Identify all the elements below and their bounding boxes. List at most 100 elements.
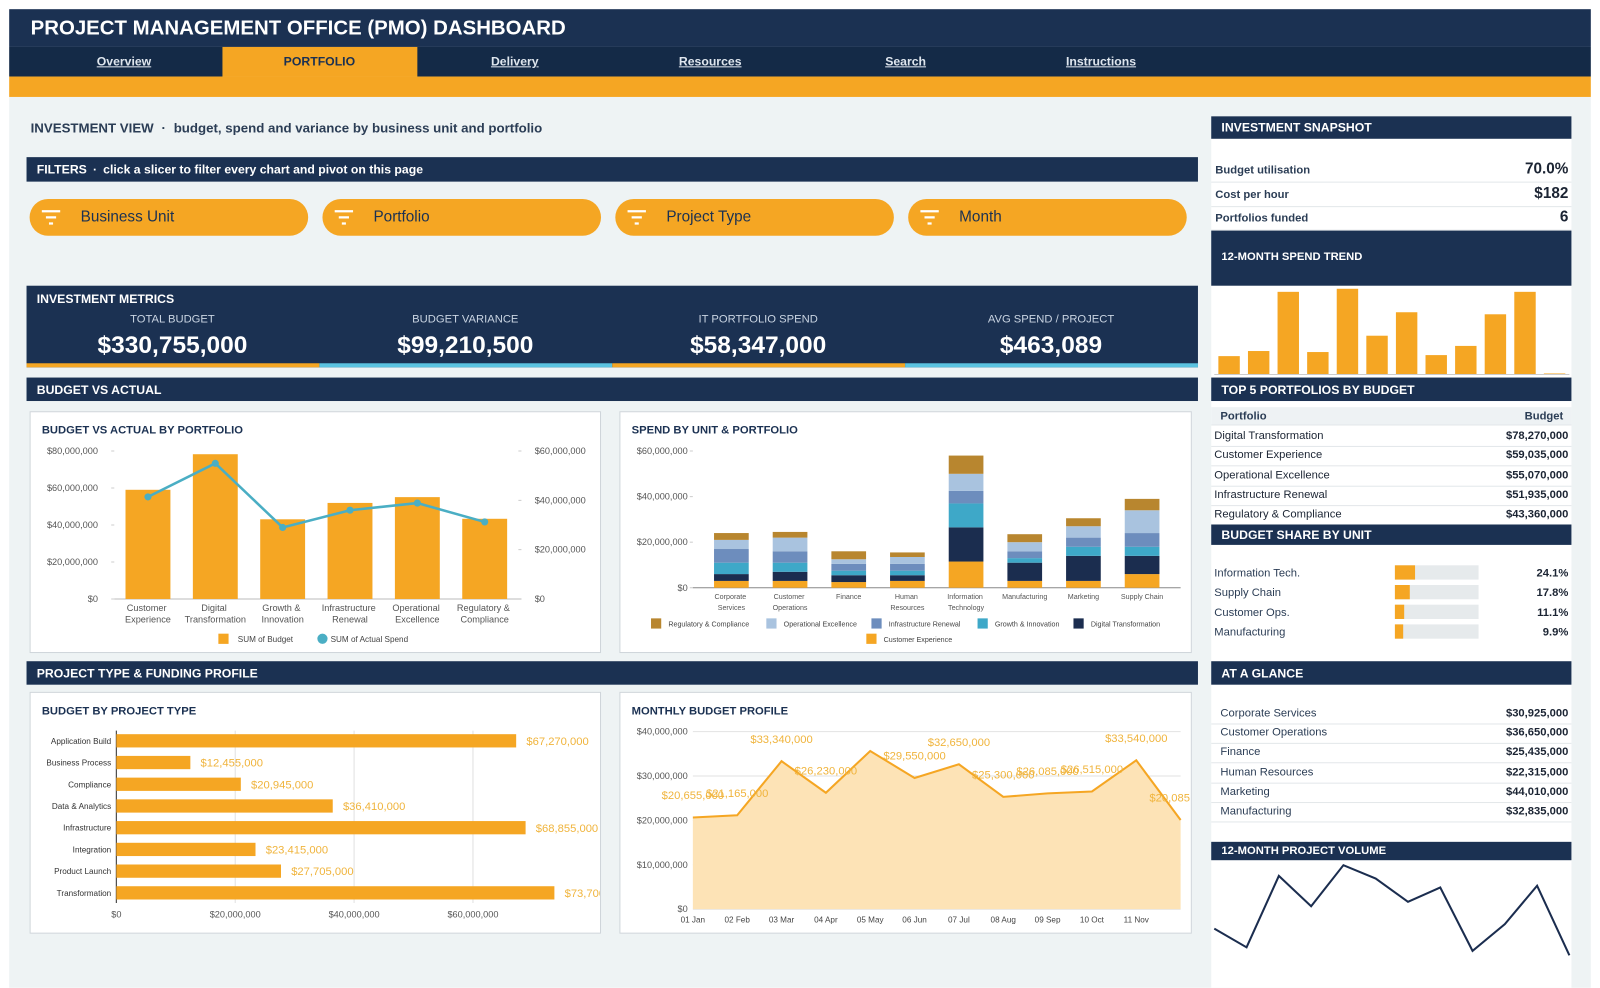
- bar: [1277, 291, 1299, 375]
- bar-segment: [1066, 537, 1101, 547]
- cell: Human Resources: [1220, 765, 1314, 779]
- accent-strip: [9, 76, 1591, 97]
- cell: Manufacturing: [1220, 805, 1292, 818]
- legend-swatch: [866, 633, 877, 644]
- x-tick-label: 08 Aug: [991, 915, 1017, 924]
- data-label: $12,455,000: [201, 758, 263, 770]
- cell: $78,270,000: [1505, 429, 1569, 442]
- y-tick-label: $60,000,000: [637, 446, 688, 456]
- slicer[interactable]: Business Unit: [29, 198, 309, 236]
- section-header: 12-MONTH SPEND TREND: [1211, 230, 1572, 286]
- bar-segment: [890, 570, 925, 576]
- x-tick-label: Supply Chain: [1121, 593, 1163, 601]
- metric-label: IT PORTFOLIO SPEND: [698, 313, 818, 326]
- x-tick-label: $20,000,000: [210, 909, 261, 919]
- bar: [1455, 345, 1477, 375]
- nav-tab[interactable]: Resources: [678, 54, 742, 69]
- slicer[interactable]: Portfolio: [322, 198, 602, 236]
- column-header: Portfolio: [1220, 410, 1267, 423]
- table-row: Customer Experience $59,035,000: [1211, 446, 1572, 467]
- at-a-glance-list: Corporate Services $30,925,000 Customer Op…: [1211, 704, 1572, 826]
- legend-swatch: [977, 618, 988, 629]
- legend-swatch: [218, 633, 229, 644]
- y-tick-label: $0: [678, 583, 688, 593]
- bar-segment: [1007, 534, 1043, 543]
- cell: Corporate Services: [1220, 707, 1317, 720]
- bar-segment: [714, 580, 749, 588]
- nav-tab[interactable]: Overview: [96, 54, 152, 69]
- row-label: Cost per hour: [1215, 188, 1289, 201]
- x-tick-label: Manufacturing: [1002, 593, 1047, 601]
- data-label: $26,230,000: [795, 765, 857, 777]
- nav-tab[interactable]: PORTFOLIO: [221, 46, 417, 77]
- filters-bar: FILTERS · click a slicer to filter every…: [26, 157, 1198, 182]
- nav-tab[interactable]: Delivery: [490, 54, 539, 69]
- bar: [1307, 352, 1329, 375]
- bar: [116, 864, 282, 878]
- cell: $30,925,000: [1505, 707, 1569, 720]
- filters-title: FILTERS: [36, 162, 87, 177]
- metric-value: $330,755,000: [97, 331, 248, 360]
- section-header: INVESTMENT SNAPSHOT: [1211, 116, 1572, 139]
- share-bar: [1394, 624, 1404, 639]
- bar: [116, 886, 555, 900]
- bar-segment: [948, 527, 984, 562]
- bar-segment: [1007, 542, 1043, 552]
- slicer-label: Business Unit: [80, 208, 175, 226]
- x-tick-label: 11 Nov: [1124, 915, 1150, 924]
- line: [692, 749, 1182, 821]
- y-tick-label: $30,000,000: [637, 771, 688, 781]
- nav-tab[interactable]: Search: [885, 54, 927, 69]
- x-tick-label: 05 May: [857, 915, 885, 924]
- share-value: 24.1%: [1537, 568, 1569, 580]
- nav-tab[interactable]: Instructions: [1065, 54, 1137, 69]
- x-tick-label: Finance: [836, 593, 861, 601]
- x-tick-label: Growth & Innovation: [261, 603, 303, 624]
- share-track: [1394, 565, 1479, 580]
- slicer[interactable]: Month: [908, 198, 1187, 236]
- legend-label: SUM of Budget: [238, 635, 294, 644]
- data-label: $32,650,000: [928, 737, 990, 749]
- bar: [116, 734, 517, 748]
- x-tick-label: 02 Feb: [724, 915, 750, 924]
- glance-row: Marketing $44,010,000: [1211, 782, 1572, 803]
- share-label: Information Tech.: [1214, 568, 1300, 580]
- y-tick-label: $40,000,000: [637, 492, 688, 502]
- bar: [116, 755, 191, 770]
- legend-swatch: [871, 618, 882, 629]
- data-label: $25,300,000: [972, 770, 1034, 782]
- spend-trend-chart: [1214, 288, 1570, 375]
- view-title: INVESTMENT VIEW: [30, 120, 154, 136]
- y-tick-label: $0: [678, 904, 688, 914]
- snapshot-row: Cost per hour $182: [1211, 183, 1572, 207]
- data-label: $36,410,000: [343, 801, 405, 813]
- accent: [26, 363, 320, 368]
- bar-segment: [890, 580, 925, 588]
- bar: [1366, 335, 1388, 375]
- row-value: 70.0%: [1524, 160, 1569, 178]
- cell: $43,360,000: [1505, 508, 1569, 521]
- legend-label: Growth & Innovation: [995, 621, 1060, 629]
- chart-title: MONTHLY BUDGET PROFILE: [632, 705, 789, 717]
- share-bar: [1394, 584, 1410, 600]
- nav-bar: Overview PORTFOLIO Delivery Resources Search…: [9, 46, 1591, 77]
- table-row: Digital Transformation $78,270,000: [1211, 427, 1572, 447]
- table-header: Portfolio Budget: [1211, 407, 1572, 426]
- bar-segment: [772, 551, 808, 563]
- bar-segment: [772, 537, 808, 552]
- legend-label: Infrastructure Renewal: [889, 621, 961, 629]
- bar: [1484, 314, 1507, 375]
- point: [144, 493, 152, 501]
- legend-swatch: [766, 618, 777, 629]
- accent: [612, 363, 906, 368]
- data-label: $26,085,000: [1016, 766, 1078, 778]
- bar-segment: [948, 503, 984, 528]
- bar: [1336, 288, 1359, 375]
- section-header: AT A GLANCE: [1211, 661, 1572, 685]
- row-label: Portfolios funded: [1215, 212, 1309, 225]
- y-tick-label: $80,000,000: [47, 446, 98, 456]
- x-tick-label: 09 Sep: [1035, 915, 1061, 924]
- slicer[interactable]: Project Type: [615, 198, 894, 236]
- bar: [1425, 355, 1447, 375]
- section-header: 12-MONTH PROJECT VOLUME: [1211, 841, 1572, 861]
